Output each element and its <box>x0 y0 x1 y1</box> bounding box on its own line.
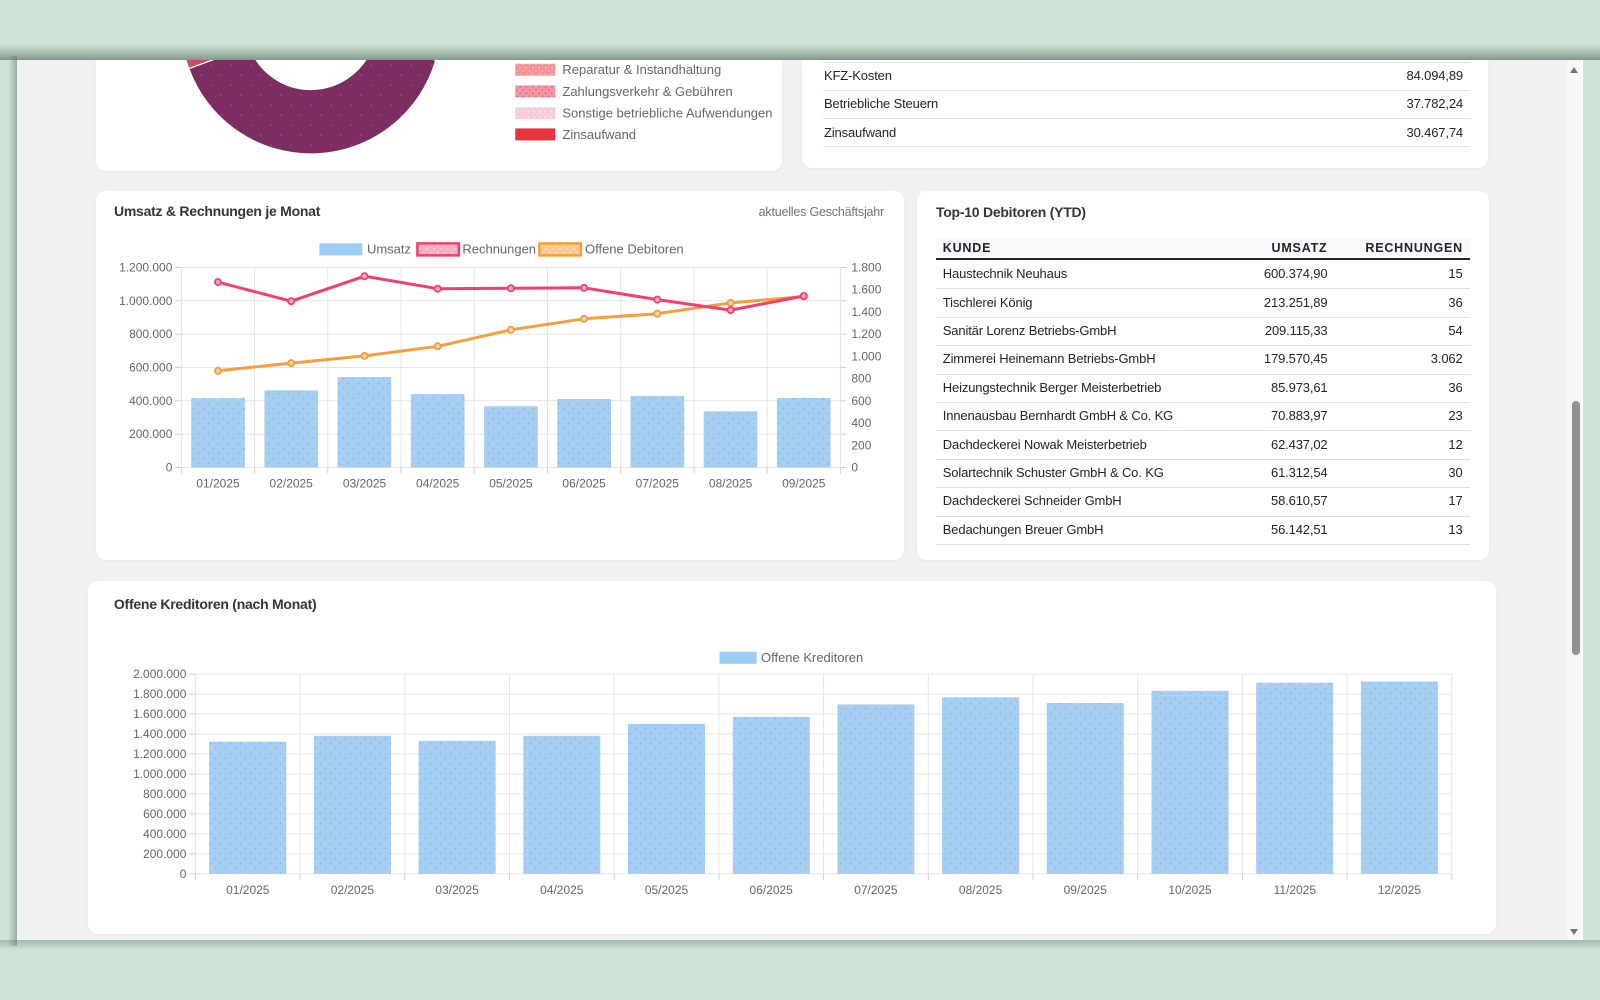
svg-text:1.000.000: 1.000.000 <box>119 293 173 307</box>
svg-text:1.000.000: 1.000.000 <box>133 767 187 781</box>
svg-text:600.000: 600.000 <box>129 360 173 374</box>
svg-text:1.800.000: 1.800.000 <box>133 687 187 701</box>
svg-text:04/2025: 04/2025 <box>541 883 585 897</box>
svg-text:1.200: 1.200 <box>851 327 881 341</box>
svg-text:400.000: 400.000 <box>129 393 173 407</box>
svg-text:Umsatz: Umsatz <box>367 241 411 256</box>
svg-text:0: 0 <box>165 460 172 474</box>
svg-text:05/2025: 05/2025 <box>489 476 533 490</box>
svg-text:08/2025: 08/2025 <box>959 883 1003 897</box>
svg-text:800.000: 800.000 <box>129 327 173 341</box>
svg-text:09/2025: 09/2025 <box>782 476 826 490</box>
svg-text:1.600: 1.600 <box>851 282 881 296</box>
svg-text:1.600.000: 1.600.000 <box>133 707 187 721</box>
svg-text:Offene Kreditoren: Offene Kreditoren <box>761 649 863 664</box>
svg-text:Rechnungen: Rechnungen <box>462 241 536 256</box>
svg-text:1.400.000: 1.400.000 <box>133 727 187 741</box>
svg-text:0: 0 <box>851 460 858 474</box>
svg-text:800: 800 <box>851 371 871 385</box>
svg-text:2.000.000: 2.000.000 <box>133 667 187 681</box>
svg-text:Sonstige betriebliche Aufwendu: Sonstige betriebliche Aufwendungen <box>562 106 772 121</box>
svg-text:0: 0 <box>180 866 187 880</box>
svg-text:11/2025: 11/2025 <box>1274 883 1317 897</box>
svg-text:1.200.000: 1.200.000 <box>119 260 173 274</box>
svg-text:Reparatur & Instandhaltung: Reparatur & Instandhaltung <box>562 62 721 77</box>
svg-text:07/2025: 07/2025 <box>855 883 899 897</box>
svg-text:12/2025: 12/2025 <box>1378 883 1422 897</box>
svg-text:06/2025: 06/2025 <box>750 883 794 897</box>
svg-text:Offene Debitoren: Offene Debitoren <box>585 241 684 256</box>
svg-text:200: 200 <box>851 438 871 452</box>
svg-text:03/2025: 03/2025 <box>342 476 386 490</box>
svg-text:600.000: 600.000 <box>143 807 187 821</box>
svg-text:1.000: 1.000 <box>851 349 881 363</box>
svg-text:Zinsaufwand: Zinsaufwand <box>562 127 636 142</box>
svg-text:1.400: 1.400 <box>851 304 881 318</box>
svg-text:Zahlungsverkehr & Gebühren: Zahlungsverkehr & Gebühren <box>562 84 732 99</box>
svg-text:800.000: 800.000 <box>143 787 187 801</box>
svg-text:09/2025: 09/2025 <box>1064 883 1108 897</box>
svg-text:04/2025: 04/2025 <box>416 476 460 490</box>
svg-text:400: 400 <box>851 416 871 430</box>
svg-text:07/2025: 07/2025 <box>635 476 679 490</box>
svg-text:02/2025: 02/2025 <box>331 883 375 897</box>
svg-text:01/2025: 01/2025 <box>227 883 271 897</box>
svg-text:08/2025: 08/2025 <box>709 476 753 490</box>
svg-text:06/2025: 06/2025 <box>562 476 606 490</box>
svg-text:02/2025: 02/2025 <box>269 476 313 490</box>
svg-text:05/2025: 05/2025 <box>645 883 689 897</box>
svg-text:1.200.000: 1.200.000 <box>133 747 187 761</box>
svg-text:1.800: 1.800 <box>851 260 881 274</box>
svg-text:200.000: 200.000 <box>143 847 187 861</box>
svg-text:03/2025: 03/2025 <box>436 883 480 897</box>
svg-text:01/2025: 01/2025 <box>196 476 240 490</box>
svg-text:10/2025: 10/2025 <box>1169 883 1213 897</box>
svg-text:600: 600 <box>851 393 871 407</box>
svg-text:400.000: 400.000 <box>143 827 187 841</box>
svg-text:200.000: 200.000 <box>129 427 173 441</box>
